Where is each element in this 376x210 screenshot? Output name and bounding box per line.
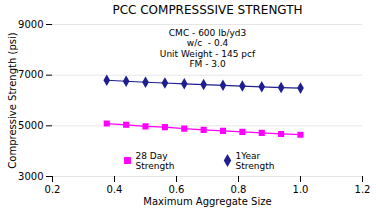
svg-text:1.2: 1.2	[355, 184, 371, 195]
svg-text:Maximum Aggregate Size: Maximum Aggregate Size	[143, 196, 271, 207]
svg-text:5000: 5000	[18, 120, 43, 131]
svg-text:7000: 7000	[18, 69, 43, 80]
svg-text:1YearStrength: 1YearStrength	[236, 151, 275, 171]
svg-text:0.2: 0.2	[45, 184, 61, 195]
svg-text:3000: 3000	[18, 171, 43, 182]
svg-text:0.4: 0.4	[107, 184, 123, 195]
svg-text:PCC COMPRESSSIVE STRENGTH: PCC COMPRESSSIVE STRENGTH	[112, 3, 302, 17]
svg-text:0.8: 0.8	[231, 184, 247, 195]
svg-text:Compressive Strength (psi): Compressive Strength (psi)	[7, 32, 18, 168]
svg-text:0.6: 0.6	[169, 184, 185, 195]
svg-text:1.0: 1.0	[293, 184, 309, 195]
svg-text:28 DayStrength: 28 DayStrength	[136, 151, 175, 171]
svg-text:9000: 9000	[18, 19, 43, 30]
svg-text:CMC - 600 lb/yd3w/c - 0.4Unit: CMC - 600 lb/yd3w/c - 0.4Unit Weight - 1…	[160, 28, 256, 69]
